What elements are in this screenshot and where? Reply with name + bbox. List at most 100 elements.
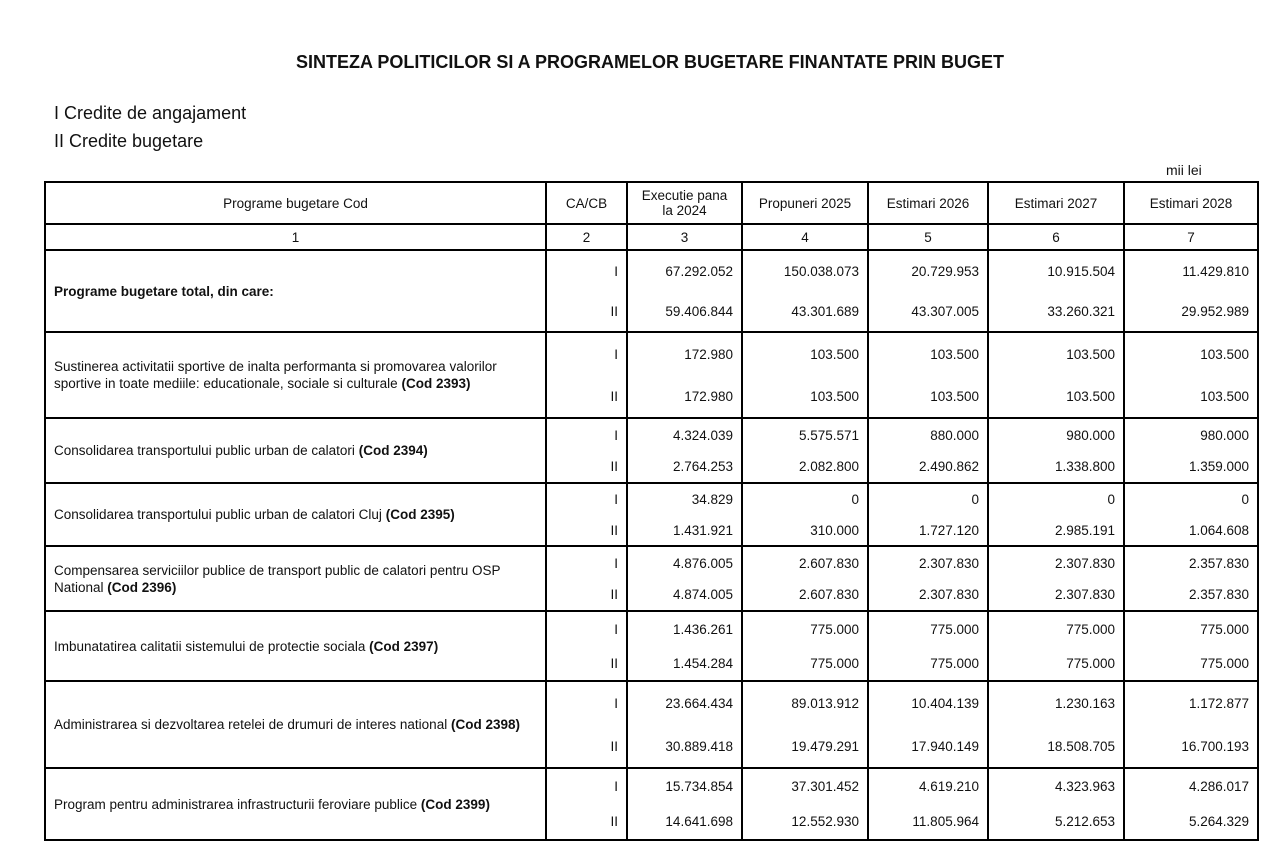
- column-number: 3: [626, 223, 743, 251]
- ca-cb-type: I: [545, 767, 628, 804]
- ca-cb-type: I: [545, 417, 628, 451]
- ca-cb-type: II: [545, 291, 628, 333]
- value-cell: 4.323.963: [987, 767, 1125, 804]
- value-cell: 2.307.830: [867, 545, 989, 579]
- program-label: Sustinerea activitatii sportive de inalt…: [54, 359, 497, 391]
- value-cell: 2.357.830: [1123, 545, 1259, 579]
- table-row: II 59.406.844 43.301.689 43.307.005 33.260.3…: [45, 291, 1259, 333]
- ca-cb-type: II: [545, 451, 628, 484]
- value-cell: 880.000: [867, 417, 989, 451]
- value-cell: 67.292.052: [626, 249, 743, 291]
- program-label: Program pentru administrarea infrastruct…: [54, 796, 418, 812]
- program-name: Consolidarea transportului public urban …: [44, 417, 547, 484]
- value-cell: 1.359.000: [1123, 451, 1259, 484]
- ca-cb-type: I: [545, 249, 628, 291]
- ca-cb-type: I: [545, 331, 628, 375]
- legend-credite-angajament: I Credite de angajament: [54, 103, 247, 123]
- legend-credite-bugetare: II Credite bugetare: [54, 131, 204, 151]
- value-cell: 103.500: [987, 331, 1125, 375]
- table-row: Programe bugetare total, din care: I 67.29…: [44, 249, 1259, 333]
- table-row: II 1.431.921 310.000 1.727.120 2.985.191 1.06…: [45, 515, 1259, 547]
- value-cell: 11.429.810: [1123, 249, 1259, 291]
- program-name: Consolidarea transportului public urban …: [44, 482, 547, 547]
- value-cell: 4.324.039: [626, 417, 743, 451]
- value-cell: 980.000: [987, 417, 1125, 451]
- value-cell: 150.038.073: [741, 249, 869, 291]
- program-name: Program pentru administrarea infrastruct…: [44, 767, 547, 841]
- page-title: SINTEZA POLITICILOR SI A PROGRAMELOR BUG…: [296, 52, 1004, 72]
- table-row: II 1.454.284 775.000 775.000 775.000 775.000: [45, 646, 1259, 682]
- column-number: 2: [545, 223, 628, 251]
- value-cell: 1.338.800: [987, 451, 1125, 484]
- column-header: Estimari 2027: [987, 181, 1125, 225]
- program-label: Compensarea serviciilor publice de trans…: [54, 562, 501, 595]
- value-cell: 10.404.139: [867, 680, 989, 725]
- table-row: Consolidarea transportului public urban …: [44, 482, 1259, 547]
- column-header: CA/CB: [545, 181, 628, 225]
- unit-label: mii lei: [1166, 162, 1202, 178]
- value-cell: 1.727.120: [867, 515, 989, 547]
- table-row: II 2.764.253 2.082.800 2.490.862 1.338.800 1.…: [45, 451, 1259, 484]
- value-cell: 2.490.862: [867, 451, 989, 484]
- program-label: Programe bugetare total, din care:: [54, 283, 274, 299]
- table-row: Compensarea serviciilor publice de trans…: [44, 545, 1259, 612]
- value-cell: 4.286.017: [1123, 767, 1259, 804]
- column-number: 7: [1123, 223, 1259, 251]
- table-row: Administrarea si dezvoltarea retelei de …: [44, 680, 1259, 769]
- column-number: 6: [987, 223, 1125, 251]
- program-code: (Cod 2397): [369, 638, 439, 654]
- value-cell: 775.000: [1123, 610, 1259, 646]
- value-cell: 17.940.149: [867, 725, 989, 769]
- value-cell: 11.805.964: [867, 804, 989, 841]
- program-name: Sustinerea activitatii sportive de inalt…: [44, 331, 547, 419]
- ca-cb-type: II: [545, 515, 628, 547]
- program-name: Administrarea si dezvoltarea retelei de …: [44, 680, 547, 769]
- column-header: Programe bugetare Cod: [44, 181, 547, 225]
- value-cell: 775.000: [987, 646, 1125, 682]
- value-cell: 16.700.193: [1123, 725, 1259, 769]
- program-code: (Cod 2395): [385, 507, 455, 522]
- program-code: (Cod 2393): [401, 376, 471, 391]
- table-row: Imbunatatirea calitatii sistemului de pr…: [44, 610, 1259, 682]
- value-cell: 775.000: [867, 646, 989, 682]
- program-code: (Cod 2398): [450, 717, 520, 732]
- value-cell: 0: [867, 482, 989, 515]
- value-cell: 43.301.689: [741, 291, 869, 333]
- value-cell: 1.230.163: [987, 680, 1125, 725]
- value-cell: 12.552.930: [741, 804, 869, 841]
- value-cell: 33.260.321: [987, 291, 1125, 333]
- value-cell: 775.000: [1123, 646, 1259, 682]
- value-cell: 34.829: [626, 482, 743, 515]
- value-cell: 2.985.191: [987, 515, 1125, 547]
- ca-cb-type: I: [545, 680, 628, 725]
- value-cell: 15.734.854: [626, 767, 743, 804]
- table-row: Consolidarea transportului public urban …: [44, 417, 1259, 484]
- program-code: (Cod 2396): [107, 579, 177, 595]
- value-cell: 0: [741, 482, 869, 515]
- value-cell: 5.575.571: [741, 417, 869, 451]
- value-cell: 103.500: [1123, 331, 1259, 375]
- ca-cb-type: II: [545, 646, 628, 682]
- value-cell: 5.212.653: [987, 804, 1125, 841]
- value-cell: 172.980: [626, 375, 743, 419]
- value-cell: 103.500: [867, 331, 989, 375]
- value-cell: 2.082.800: [741, 451, 869, 484]
- value-cell: 2.607.830: [741, 545, 869, 579]
- value-cell: 19.479.291: [741, 725, 869, 769]
- ca-cb-type: II: [545, 375, 628, 419]
- value-cell: 18.508.705: [987, 725, 1125, 769]
- table-row: II 172.980 103.500 103.500 103.500 103.500: [45, 375, 1259, 419]
- value-cell: 89.013.912: [741, 680, 869, 725]
- column-header: Estimari 2028: [1123, 181, 1259, 225]
- value-cell: 30.889.418: [626, 725, 743, 769]
- ca-cb-type: I: [545, 610, 628, 646]
- column-header: Estimari 2026: [867, 181, 989, 225]
- value-cell: 103.500: [987, 375, 1125, 419]
- program-code: (Cod 2394): [358, 443, 428, 458]
- column-header: Propuneri 2025: [741, 181, 869, 225]
- value-cell: 775.000: [987, 610, 1125, 646]
- value-cell: 775.000: [741, 646, 869, 682]
- value-cell: 1.172.877: [1123, 680, 1259, 725]
- value-cell: 4.619.210: [867, 767, 989, 804]
- value-cell: 0: [987, 482, 1125, 515]
